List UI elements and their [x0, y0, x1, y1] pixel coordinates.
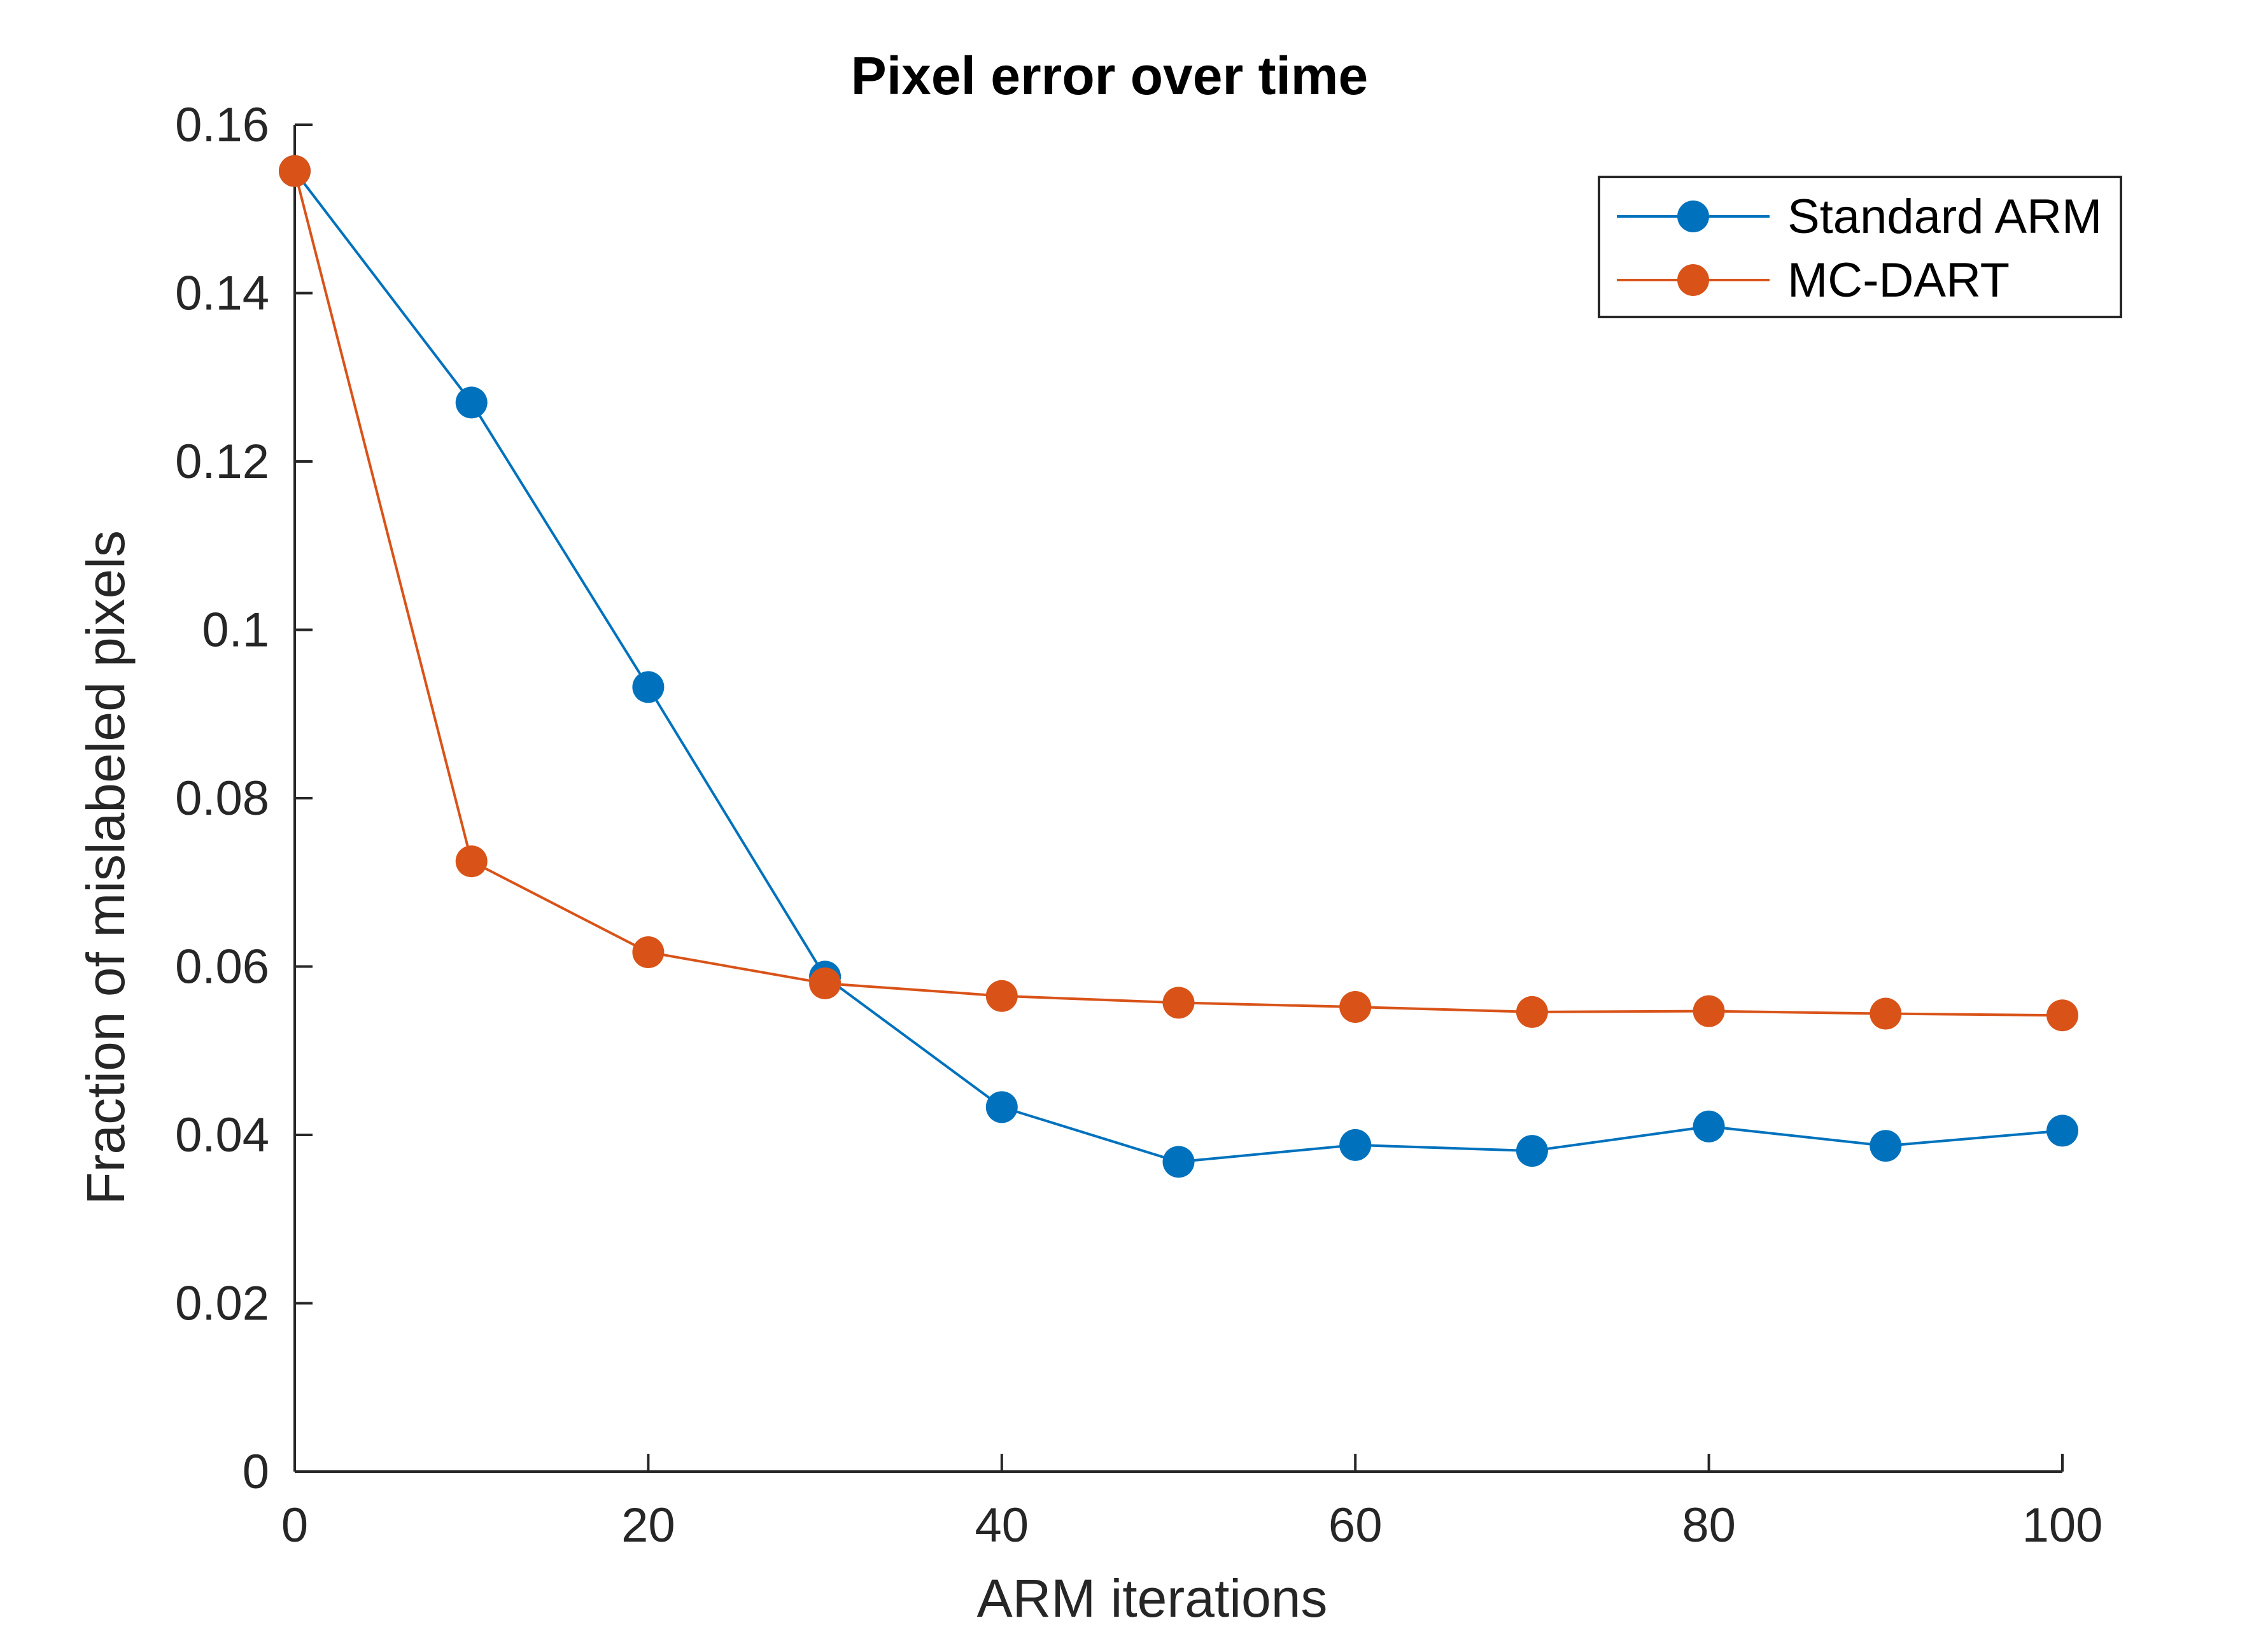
series-mc-dart [279, 155, 2078, 1032]
y-tick-label: 0.06 [175, 940, 269, 994]
legend-label: MC-DART [1787, 253, 2010, 307]
data-point [1339, 1129, 1372, 1161]
y-tick-label: 0.1 [202, 603, 269, 658]
x-tick-label: 80 [1682, 1498, 1736, 1552]
x-tick-label: 60 [1328, 1498, 1383, 1552]
data-point [455, 386, 488, 419]
legend-label: Standard ARM [1787, 190, 2102, 244]
y-tick-label: 0 [243, 1445, 269, 1499]
legend: Standard ARM MC-DART [1598, 176, 2122, 318]
data-point [1516, 995, 1548, 1028]
legend-marker [1677, 264, 1709, 296]
data-point [1516, 1135, 1548, 1167]
y-axis-label: Fraction of mislabeled pixels [76, 530, 136, 1205]
y-tick-label: 0.04 [175, 1108, 269, 1162]
x-tick-label: 100 [2022, 1498, 2103, 1552]
y-tick-label: 0.12 [175, 435, 269, 489]
x-tick-label: 0 [281, 1498, 308, 1552]
data-point [1162, 1146, 1195, 1178]
series-group [279, 155, 2078, 1178]
data-point [2046, 1115, 2078, 1147]
data-point [2046, 999, 2078, 1032]
data-point [985, 980, 1018, 1012]
y-tick-label: 0.14 [175, 267, 269, 321]
y-tick-label: 0.16 [175, 98, 269, 152]
data-point [809, 967, 842, 999]
data-point [632, 936, 665, 969]
data-point [1693, 1110, 1725, 1143]
data-point [1162, 987, 1195, 1019]
data-point [279, 155, 311, 187]
legend-marker [1677, 200, 1709, 232]
y-tick-label: 0.02 [175, 1277, 269, 1331]
legend-item: MC-DART [1617, 253, 2010, 307]
x-tick-label: 40 [975, 1498, 1029, 1552]
data-point [632, 671, 665, 703]
data-point [1339, 990, 1372, 1023]
x-tick-label: 20 [621, 1498, 675, 1552]
tick-labels: 0 20 40 60 80 100 0 0.02 0.04 0.06 0.08 0.1 0.12 0.14… [175, 98, 2102, 1552]
y-tick-label: 0.08 [175, 771, 269, 826]
chart-title: Pixel error over time [851, 46, 1368, 106]
legend-item: Standard ARM [1617, 190, 2102, 244]
data-point [1870, 997, 1902, 1030]
data-point [455, 845, 488, 878]
data-point [985, 1091, 1018, 1123]
data-point [1870, 1130, 1902, 1162]
data-point [1693, 995, 1725, 1027]
axes [293, 123, 2064, 1473]
x-axis-label: ARM iterations [977, 1568, 1328, 1628]
